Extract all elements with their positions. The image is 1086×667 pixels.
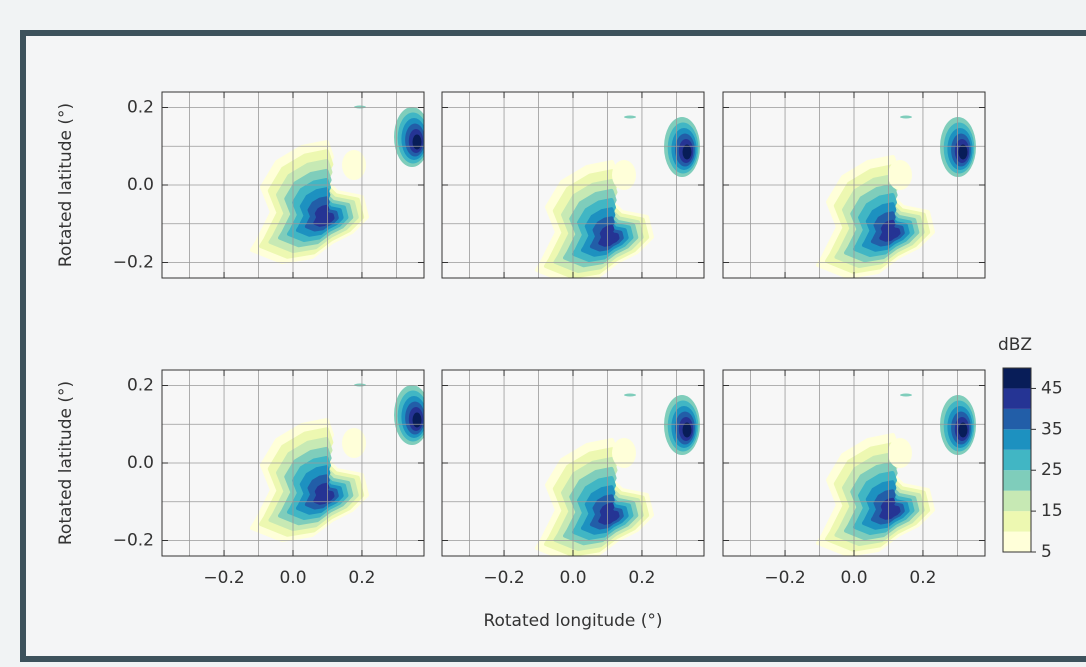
- field: [250, 383, 424, 542]
- colorbar-tick-label: 15: [1041, 501, 1063, 521]
- contour-fill: [958, 422, 968, 438]
- colorbar-bin: [1003, 429, 1031, 450]
- contour-fill: [888, 160, 912, 190]
- field: [816, 393, 976, 556]
- y-tick-label: 0.2: [127, 98, 154, 118]
- colorbar-tick-label: 35: [1041, 419, 1063, 439]
- contour-fill: [342, 150, 366, 180]
- panel: −0.2 0.0 0.2: [113, 91, 425, 279]
- contour-fill: [342, 428, 366, 458]
- contour-fill: [313, 482, 335, 505]
- colorbar-label: dBZ: [998, 335, 1032, 355]
- y-axis-label: Rotated latitude (°): [56, 381, 76, 545]
- colorbar-bin: [1003, 408, 1031, 430]
- contour-fill: [958, 144, 968, 160]
- x-tick-label: −0.2: [764, 568, 805, 588]
- contour-fill: [900, 393, 912, 397]
- colorbar-tick-label: 45: [1041, 378, 1063, 398]
- colorbar-bin: [1003, 470, 1031, 491]
- colorbar-tick-label: 5: [1041, 542, 1052, 562]
- contour-fill: [612, 160, 636, 190]
- colorbar-bin: [1003, 449, 1031, 471]
- panel: [441, 91, 705, 279]
- colorbar-bin: [1003, 531, 1031, 552]
- contour-fill: [900, 115, 912, 119]
- x-tick-label: −0.2: [483, 568, 524, 588]
- y-tick-label: −0.2: [113, 531, 154, 551]
- x-tick-label: 0.0: [559, 568, 586, 588]
- x-tick-label: 0.0: [279, 568, 306, 588]
- x-tick-label: 0.2: [348, 568, 375, 588]
- contour-fill: [354, 105, 366, 109]
- field: [816, 115, 976, 278]
- field: [250, 105, 424, 264]
- colorbar-bin: [1003, 511, 1031, 532]
- panel: [722, 91, 986, 279]
- contour-fill: [412, 412, 422, 428]
- contour-fill: [682, 422, 692, 438]
- panel: −0.2 0.0 0.2: [722, 369, 986, 588]
- contour-fill: [682, 144, 692, 160]
- colorbar-bin: [1003, 388, 1031, 409]
- x-tick-label: 0.2: [909, 568, 936, 588]
- y-tick-label: 0.0: [127, 453, 154, 473]
- colorbar-tick-label: 25: [1041, 460, 1063, 480]
- y-tick-label: 0.2: [127, 376, 154, 396]
- x-tick-label: −0.2: [203, 568, 244, 588]
- contour-fill: [354, 383, 366, 387]
- colorbar-bin: [1003, 490, 1031, 512]
- contour-fill: [624, 393, 636, 397]
- y-axis-label: Rotated latitude (°): [56, 103, 76, 267]
- contour-fill: [412, 134, 422, 150]
- panel: −0.2 0.0 0.2: [441, 369, 705, 588]
- y-tick-label: 0.0: [127, 175, 154, 195]
- colorbar-bin: [1003, 368, 1031, 389]
- contour-fill: [313, 204, 335, 227]
- x-tick-label: 0.0: [840, 568, 867, 588]
- x-axis-label: Rotated longitude (°): [483, 611, 662, 631]
- contour-fill: [888, 438, 912, 468]
- contour-fill: [612, 438, 636, 468]
- x-tick-label: 0.2: [628, 568, 655, 588]
- colorbar-border: [1002, 367, 1032, 553]
- contour-fill: [624, 115, 636, 119]
- panel: −0.2 0.0 0.2 −0.2 0.0 0.2: [113, 369, 425, 588]
- y-tick-label: −0.2: [113, 253, 154, 273]
